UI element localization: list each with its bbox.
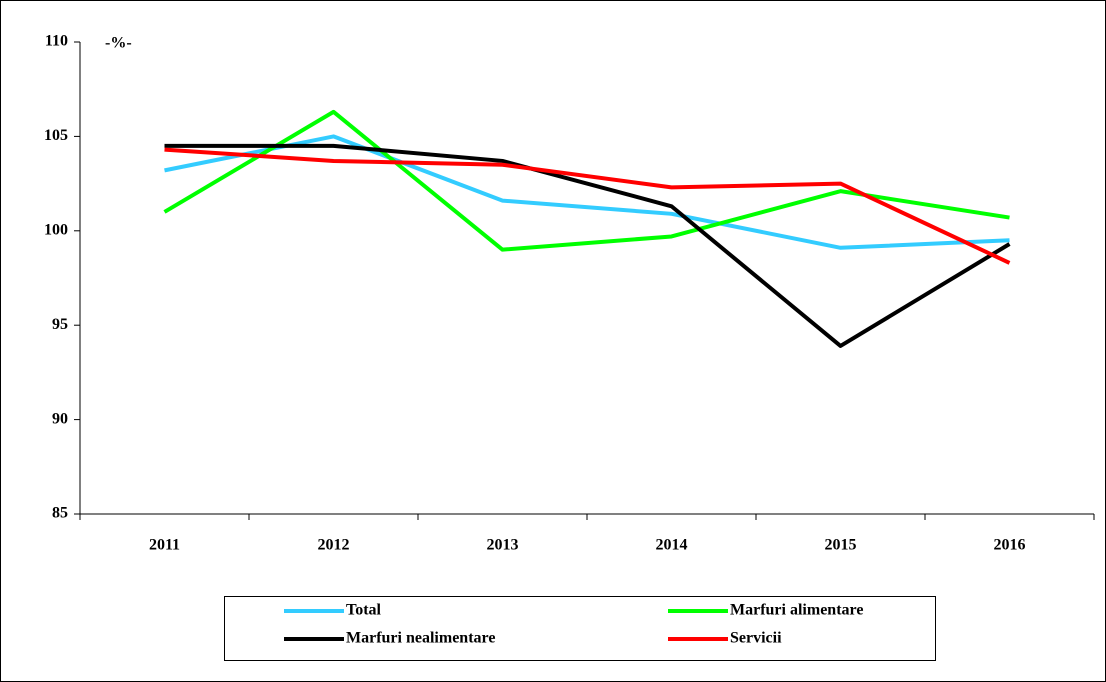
- x-tick-label: 2012: [318, 537, 350, 554]
- series-line: [164, 143, 1011, 348]
- y-tick-label: 100: [44, 221, 68, 238]
- y-tick-label: 110: [45, 33, 68, 50]
- x-tick-label: 2015: [825, 537, 857, 554]
- x-tick-label: 2014: [656, 537, 688, 554]
- x-tick-label: 2011: [149, 537, 180, 554]
- y-tick-label: 85: [52, 505, 68, 522]
- series-line: [164, 134, 1010, 250]
- legend-box: [224, 596, 936, 661]
- unit-label: -%-: [105, 35, 132, 52]
- y-tick-label: 95: [52, 316, 68, 333]
- y-tick-label: 105: [44, 127, 68, 144]
- y-tick-label: 90: [52, 410, 68, 427]
- series-line: [164, 147, 1011, 265]
- x-tick-label: 2013: [487, 537, 519, 554]
- legend-label: Servicii: [730, 630, 782, 647]
- legend-label: Total: [346, 602, 382, 619]
- legend-label: Marfuri alimentare: [730, 602, 863, 619]
- x-tick-label: 2016: [994, 537, 1026, 554]
- legend-label: Marfuri nealimentare: [346, 630, 495, 647]
